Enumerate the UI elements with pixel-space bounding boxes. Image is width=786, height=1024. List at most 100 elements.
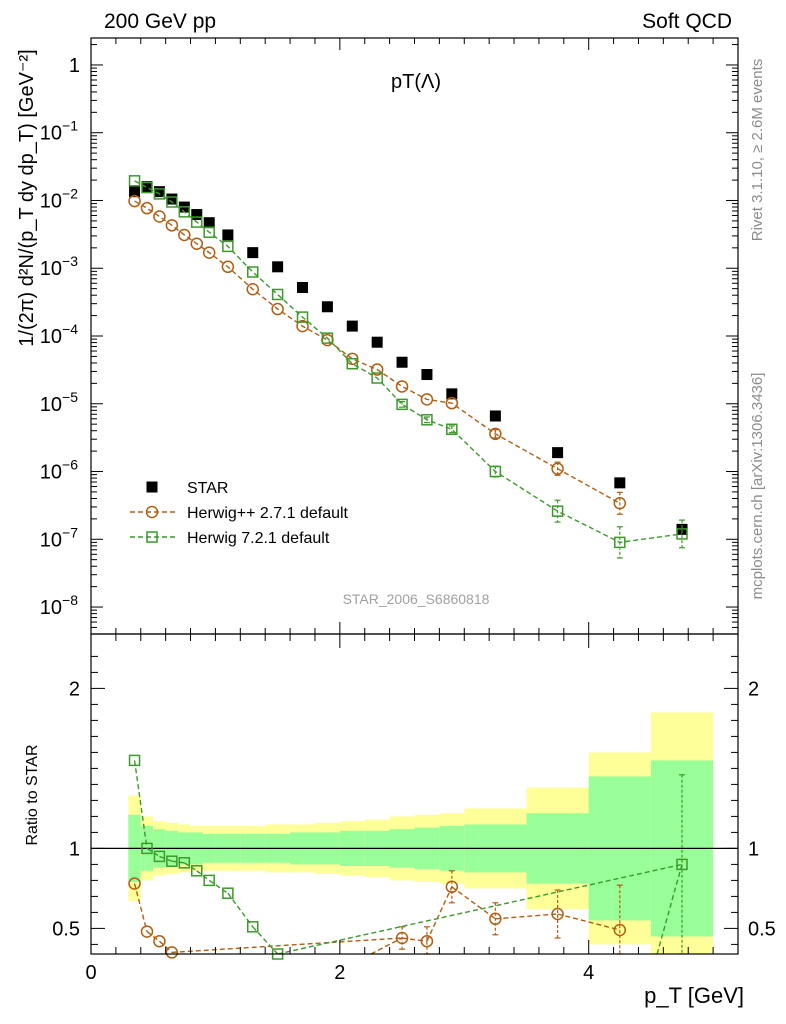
data-point (178, 206, 191, 218)
data-point (421, 369, 433, 381)
y-tick-label: 1 (69, 55, 80, 77)
data-point (191, 216, 203, 228)
data-point (247, 247, 259, 259)
y-tick-label-base: 10 (40, 190, 62, 212)
data-point (551, 505, 564, 517)
ratio-line (196, 870, 210, 881)
x-tick-label: 0 (85, 962, 96, 984)
legend-label: Herwig 7.2.1 default (187, 530, 330, 547)
ratio-uncertainty-bands (91, 712, 738, 954)
ratio-line (146, 931, 160, 942)
ratio-line (171, 860, 185, 864)
y-tick-label-base: 10 (40, 123, 62, 145)
data-point (203, 217, 215, 229)
spectrum-series (128, 175, 688, 559)
ratio-point (247, 921, 259, 933)
ratio-panel: 0 2 4 0.5 0.5 1 1 2 2 Ratio to STAR p_T [GeV] (24, 633, 776, 1008)
ratio-point (178, 857, 191, 869)
y-tick-label-exponent: −2 (62, 185, 78, 201)
data-point (190, 237, 204, 250)
ratio-point (191, 865, 203, 877)
ratio-point (166, 855, 178, 867)
ratio-point (153, 850, 166, 863)
data-point (165, 219, 179, 232)
series-line (134, 200, 621, 504)
spectrum-title: pT(Λ) (391, 71, 441, 93)
ratio-point (141, 842, 153, 855)
ratio-line (277, 863, 683, 955)
ratio-y-axis-label: Ratio to STAR (24, 744, 41, 845)
data-point (202, 246, 216, 259)
ratio-line (183, 862, 198, 872)
ratio-point (140, 925, 154, 938)
ratio-line (451, 886, 496, 920)
y-tick-label-right: 0.5 (748, 918, 776, 940)
legend: STAR Herwig++ 2.7.1 default Herwig 7.2.1 d… (130, 480, 349, 547)
spectrum-panel: pT(Λ) 1/(2π) d²N/(p_T dy dp_T) [GeV⁻²] S… (16, 37, 739, 635)
side-label-mcplots: mcplots.cern.ch [arXiv:1306.3436] (749, 373, 766, 600)
data-point (178, 228, 191, 242)
data-point (614, 477, 626, 489)
data-point (321, 301, 333, 313)
header-right: Soft QCD (642, 10, 732, 33)
data-point (489, 465, 502, 478)
data-point (371, 372, 383, 384)
ratio-line (208, 879, 229, 894)
data-point (420, 393, 434, 406)
data-point (676, 528, 688, 540)
y-tick-label: 10−1 (40, 118, 78, 145)
x-tick-label: 4 (583, 962, 594, 984)
ratio-line (495, 913, 558, 920)
y-tick-label-exponent: −8 (62, 592, 78, 608)
ratio-point (420, 934, 434, 948)
data-point (203, 226, 215, 238)
data-point (370, 363, 384, 376)
watermark-analysis-id: STAR_2006_S6860818 (343, 591, 490, 607)
y-tick-label: 10−6 (40, 457, 78, 484)
ratio-line (133, 883, 148, 932)
data-point (247, 266, 259, 278)
x-tick-label: 2 (334, 962, 345, 984)
spectrum-y-axis-label: 1/(2π) d²N/(p_T dy dp_T) [GeV⁻²] (16, 49, 38, 346)
y-tick-label: 10−2 (40, 185, 78, 212)
data-point (446, 388, 458, 400)
data-point (272, 261, 284, 273)
y-tick-label: 2 (69, 678, 80, 700)
ratio-line (252, 926, 279, 955)
side-label-rivet: Rivet 3.1.10, ≥ 2.6M events (749, 59, 766, 242)
ratio-series (128, 754, 688, 960)
data-point (396, 356, 408, 368)
ratio-point (128, 754, 141, 767)
data-point (296, 311, 309, 323)
data-point (346, 320, 358, 332)
y-tick-label-exponent: −6 (62, 457, 78, 473)
y-tick-label-base: 10 (40, 258, 62, 280)
data-point (446, 423, 458, 436)
y-tick-label-right: 1 (748, 838, 759, 860)
y-tick-label-base: 10 (40, 597, 62, 619)
y-tick-label-base: 10 (40, 529, 62, 551)
y-tick-label-base: 1 (69, 55, 80, 77)
data-point (614, 536, 626, 549)
data-point (246, 282, 259, 296)
ratio-line (159, 855, 173, 862)
y-tick-label: 10−4 (40, 321, 78, 348)
data-point (141, 181, 153, 193)
ratio-line (401, 937, 428, 942)
y-tick-label-exponent: −7 (62, 524, 78, 540)
spectrum-y-axis: 110−110−210−310−410−510−610−710−8 (40, 38, 739, 635)
ratio-point (489, 912, 502, 926)
ratio-line (557, 913, 620, 931)
legend-label: Herwig++ 2.7.1 default (187, 505, 349, 522)
ratio-axes: 0 2 4 0.5 0.5 1 1 2 2 (52, 634, 776, 984)
y-tick-label-exponent: −5 (62, 389, 78, 405)
data-point (551, 462, 564, 475)
data-point (321, 332, 334, 344)
ratio-point (165, 946, 179, 959)
data-point (489, 410, 501, 422)
ratio-line (158, 940, 173, 953)
ratio-point (395, 931, 409, 945)
data-point (271, 302, 284, 316)
data-point (321, 333, 334, 347)
